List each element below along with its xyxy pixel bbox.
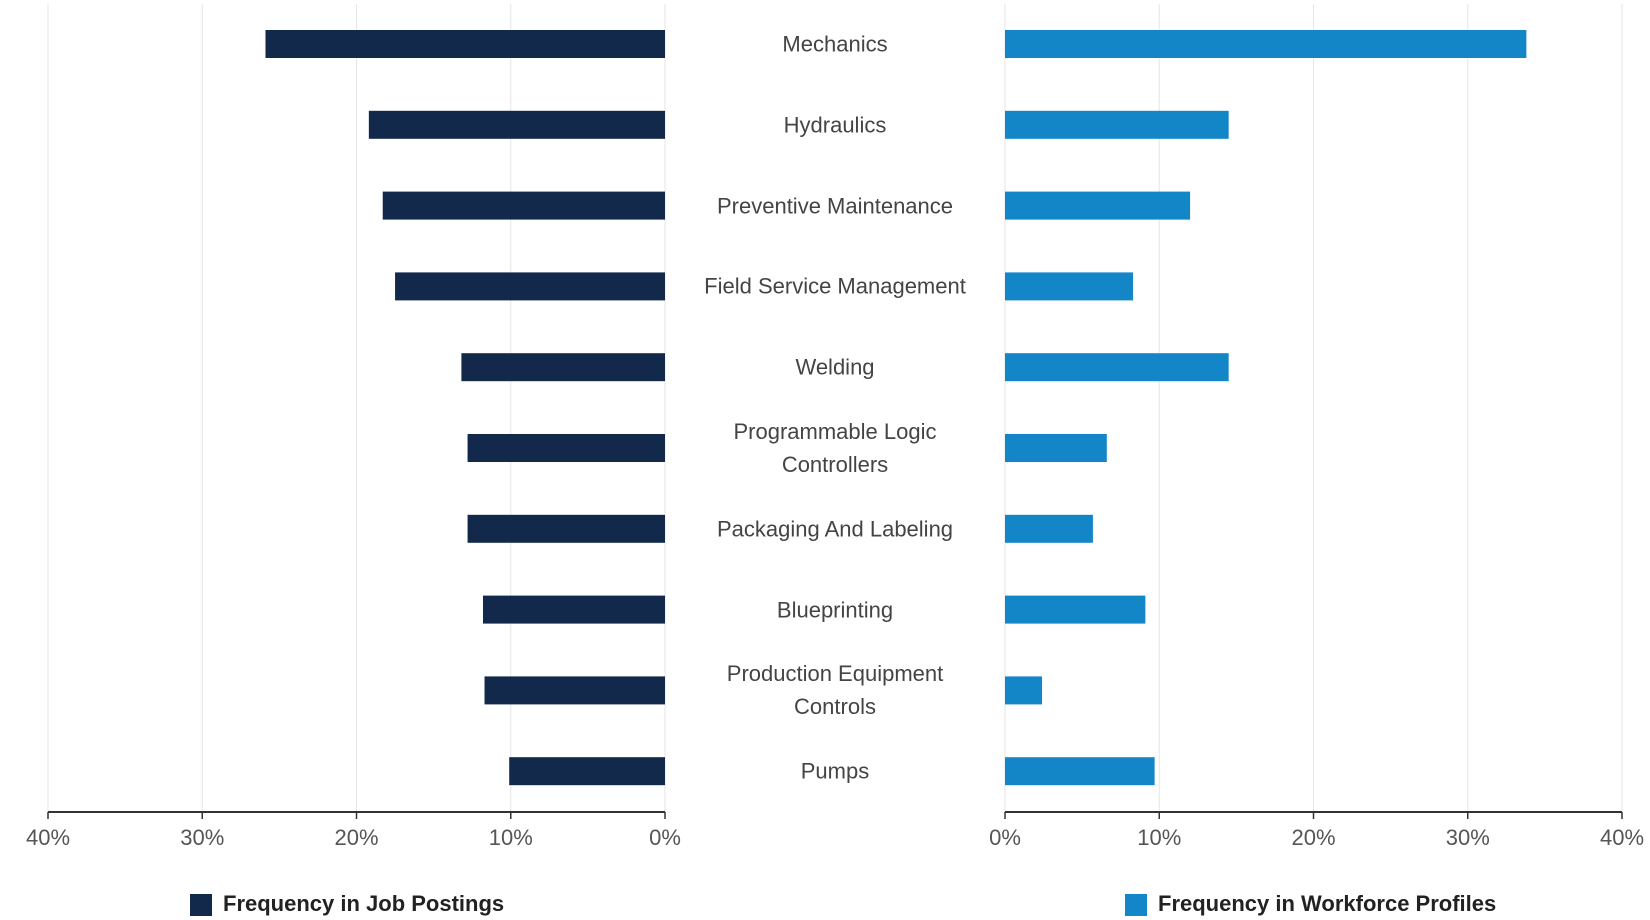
category-label: Preventive Maintenance: [716, 193, 954, 219]
x-tick-label: 40%: [26, 825, 70, 850]
legend-swatch: [1125, 894, 1147, 916]
category-label: Mechanics: [782, 31, 888, 57]
bar: [1005, 353, 1229, 382]
legend-label: Frequency in Job Postings: [223, 891, 504, 916]
x-tick-label: 0%: [649, 825, 681, 850]
bar: [1005, 191, 1191, 220]
x-tick-label: 40%: [1600, 825, 1644, 850]
bar: [1005, 30, 1527, 58]
bar: [1005, 272, 1134, 301]
bar: [482, 595, 665, 624]
bar: [265, 30, 665, 58]
category-label: Production Equipment Controls: [726, 661, 944, 720]
bar: [467, 434, 665, 462]
category-label: Field Service Management: [704, 273, 966, 299]
category-label: Blueprinting: [776, 597, 894, 623]
bar: [509, 757, 665, 786]
x-tick-label: 20%: [334, 825, 378, 850]
bar: [484, 676, 665, 705]
x-tick-label: 10%: [489, 825, 533, 850]
bar: [467, 514, 665, 543]
bar: [382, 191, 665, 220]
bar: [1005, 110, 1229, 139]
bar: [1005, 434, 1107, 462]
x-tick-label: 30%: [1446, 825, 1490, 850]
bar: [461, 353, 665, 382]
category-label: Pumps: [800, 758, 870, 784]
bar: [1005, 676, 1043, 705]
bar: [1005, 595, 1146, 624]
category-label: Welding: [795, 354, 875, 380]
bar: [1005, 514, 1093, 543]
bar: [395, 272, 665, 301]
category-label: Programmable Logic Controllers: [733, 419, 937, 477]
bar: [1005, 757, 1155, 786]
bar: [368, 110, 665, 139]
x-tick-label: 10%: [1137, 825, 1181, 850]
x-tick-label: 0%: [989, 825, 1021, 850]
category-label: Hydraulics: [783, 112, 887, 138]
category-label: Packaging And Labeling: [716, 516, 954, 542]
x-tick-label: 30%: [180, 825, 224, 850]
x-tick-label: 20%: [1291, 825, 1335, 850]
legend-label: Frequency in Workforce Profiles: [1158, 891, 1496, 916]
legend-swatch: [190, 894, 212, 916]
